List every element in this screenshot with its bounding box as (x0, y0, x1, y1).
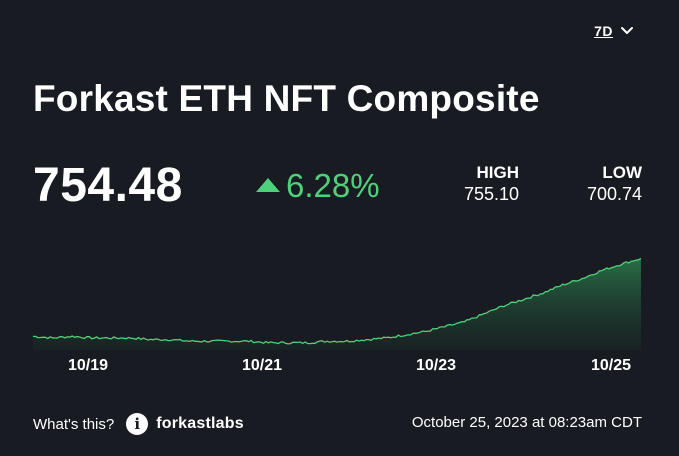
whats-this-link[interactable]: What's this? (33, 415, 115, 433)
low-value: 700.74 (586, 184, 642, 204)
x-tick-label: 10/21 (241, 357, 283, 374)
brand-name[interactable]: forkastlabs (156, 415, 244, 432)
period-label[interactable]: 7D (594, 23, 613, 39)
x-tick-label: 10/25 (590, 357, 632, 374)
info-icon[interactable]: i (126, 413, 149, 435)
index-title: Forkast ETH NFT Composite (33, 78, 540, 119)
up-arrow-icon (256, 178, 280, 192)
chart-line (33, 257, 641, 345)
high-value: 755.10 (463, 184, 519, 204)
low-label: LOW (602, 163, 642, 182)
high-stat: HIGH 755.10 (464, 163, 519, 205)
percent-change-value: 6.28% (286, 167, 380, 204)
x-tick-label: 10/19 (67, 357, 109, 374)
low-stat: LOW 700.74 (587, 163, 642, 205)
period-selector[interactable]: 7D (594, 23, 635, 39)
high-label: HIGH (476, 163, 520, 182)
x-axis: 10/19 10/21 10/23 10/25 (0, 357, 679, 379)
price-chart (33, 257, 641, 350)
footer-info: What's this? i forkastlabs (33, 413, 244, 435)
index-value: 754.48 (33, 159, 183, 212)
chevron-down-icon[interactable] (619, 23, 635, 39)
timestamp: October 25, 2023 at 08:23am CDT (411, 414, 642, 431)
chart-area (33, 258, 641, 350)
x-tick-label: 10/23 (415, 357, 457, 374)
percent-change: 6.28% (256, 167, 380, 205)
